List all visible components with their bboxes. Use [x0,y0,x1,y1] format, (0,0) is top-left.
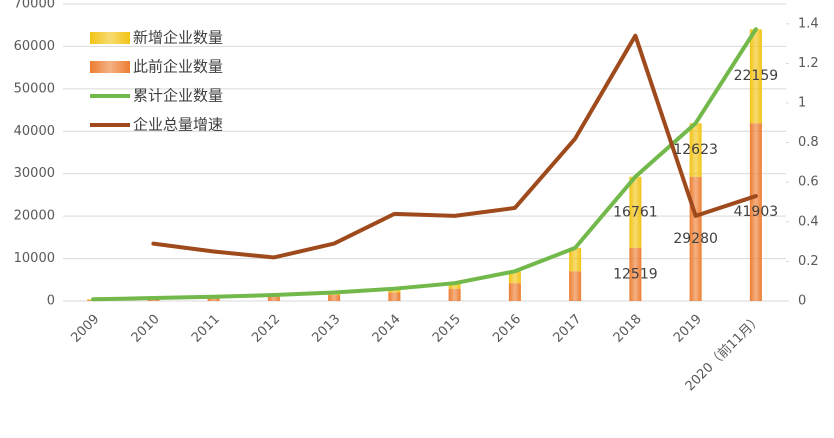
bar [508,283,521,301]
bar [147,299,160,301]
bar [689,123,702,177]
bar [328,295,341,301]
y2-tick-label: 0.6 [798,175,819,190]
bar [629,247,642,301]
bar [448,283,461,289]
y-tick-label: 50000 [14,81,55,96]
bar [388,292,401,301]
x-tick-label: 2018 [611,312,645,346]
data-label: 16761 [613,204,658,220]
y2-tick-label: 1.4 [798,16,819,31]
bar [569,247,582,272]
y2-tick-label: 0.2 [798,254,819,269]
y-tick-label: 0 [47,294,55,309]
data-label: 12519 [613,266,658,282]
legend-text: 累计企业数量 [133,87,223,105]
bar [629,176,642,248]
x-tick-label: 2014 [370,312,404,346]
y-tick-label: 30000 [14,166,55,181]
x-tick-label: 2013 [309,312,343,346]
y-tick-label: 20000 [14,209,55,224]
y-tick-label: 60000 [14,39,55,54]
legend-swatch [90,61,130,73]
line [91,27,758,302]
x-tick-label: 2010 [129,312,163,346]
data-label: 12623 [673,142,718,158]
data-label: 41903 [734,204,779,220]
y-tick-label: 40000 [14,124,55,139]
legend-text: 新增企业数量 [133,29,223,47]
x-tick-label: 2011 [189,312,223,346]
y2-tick-label: 0 [798,294,806,309]
bar [267,296,280,301]
bar [448,288,461,301]
legend-text: 此前企业数量 [133,58,223,76]
data-label: 29280 [673,231,718,247]
y2-tick-label: 0.4 [798,214,819,229]
line [151,33,758,260]
x-tick-label: 2017 [550,312,584,346]
y2-tick-label: 0.8 [798,135,819,150]
legend-text: 企业总量增速 [133,116,223,134]
x-tick-label: 2019 [671,312,705,346]
y-tick-label: 70000 [14,0,55,12]
bar [749,29,762,124]
bar [207,298,220,301]
bar [569,271,582,301]
x-tick-label: 2012 [249,312,283,346]
legend-swatch [90,32,130,44]
x-tick-label: 2015 [430,312,464,346]
y2-tick-label: 1 [798,96,806,111]
y-tick-label: 10000 [14,251,55,266]
bar [508,271,521,284]
bar [749,123,762,302]
y2-tick-label: 1.2 [798,56,819,71]
data-label: 22159 [734,68,779,84]
x-tick-label: 2009 [68,312,102,346]
x-tick-label: 2016 [490,312,524,346]
